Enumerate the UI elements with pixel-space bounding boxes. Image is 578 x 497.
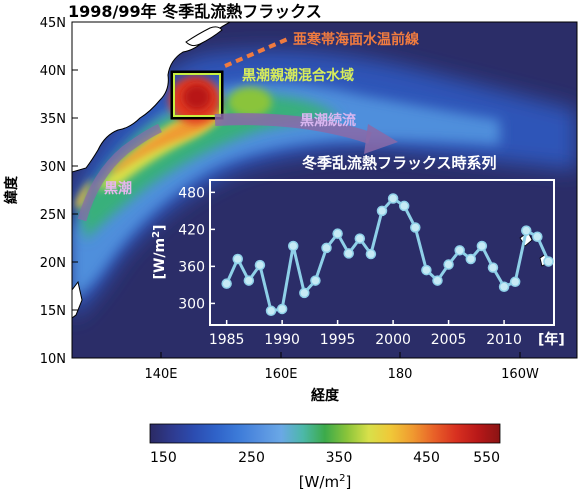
- lat-tick-label: 45N: [40, 16, 66, 31]
- colorbar-unit-prefix: [W/m: [299, 473, 339, 491]
- lat-tick-label: 35N: [40, 112, 66, 127]
- inset-data-point: [410, 222, 421, 233]
- colorbar-unit-suffix: ]: [345, 473, 351, 491]
- inset-title: 冬季乱流熱フラックス時系列: [302, 154, 497, 172]
- colorbar-tick-label: 250: [238, 450, 265, 466]
- inset-y-tick-label: 420: [178, 222, 205, 238]
- lat-tick-label: 30N: [40, 160, 66, 175]
- inset-data-point: [332, 228, 343, 239]
- field-green-patch: [228, 87, 272, 117]
- inset-ylabel-prefix: [W/m: [152, 238, 168, 280]
- annotation-mixed-water: 黒潮親潮混合水域: [242, 67, 354, 84]
- inset-ylabel-suffix: ]: [152, 225, 168, 231]
- inset-data-point: [432, 275, 443, 286]
- inset-data-point: [487, 262, 499, 273]
- field-orange-band: [105, 111, 222, 175]
- land-philippines: [72, 280, 83, 319]
- annotation-kuroshio: 黒潮: [104, 180, 132, 197]
- annotation-kuroshio-extension: 黒潮続流: [300, 112, 356, 129]
- kuroshio-arrow: [77, 123, 162, 222]
- extension-arrow-head: [364, 124, 398, 154]
- inset-series-markers: [221, 193, 554, 317]
- inset-data-point: [354, 233, 366, 244]
- lon-tick-label: 140E: [144, 367, 177, 382]
- inset-data-point: [232, 253, 243, 265]
- inset-y-tick-label: 360: [178, 259, 205, 275]
- inset-data-point: [310, 275, 321, 286]
- inset-data-point: [387, 193, 399, 204]
- colorbar-unit: [W/m2]: [299, 473, 352, 491]
- inset-data-point: [254, 259, 266, 271]
- map-panel: 45N 40N 35N 30N 25N 20N 15N 10N 140E 160E 180 160W…: [40, 16, 578, 382]
- inset-data-point: [343, 248, 354, 259]
- colorbar: 150 250 350 450 550 [W/m2]: [149, 423, 501, 491]
- inset-data-point: [299, 287, 310, 299]
- inset-data-point: [509, 276, 521, 288]
- inset-data-point: [276, 303, 288, 315]
- inset-y-axis: 300 360 420 480: [178, 185, 215, 312]
- inset-data-point: [532, 231, 543, 243]
- lon-tick-labels: 140E 160E 180 160W: [144, 352, 539, 382]
- lon-tick-label: 180: [388, 367, 413, 382]
- inset-x-tick-label: 2005: [431, 332, 467, 348]
- inset-data-point: [421, 264, 432, 276]
- lat-tick-label: 25N: [40, 208, 66, 223]
- inset-data-point: [321, 242, 332, 254]
- lon-tick-label: 160W: [501, 367, 539, 382]
- inset-data-point: [287, 240, 299, 252]
- map-xlabel: 経度: [311, 387, 340, 404]
- inset-ylabel-sup: 2: [151, 231, 162, 238]
- mixed-water-box-outline: [170, 70, 224, 120]
- map-frame: [71, 21, 578, 359]
- inset-x-tick-label: 1985: [209, 332, 245, 348]
- inset-plot-frame: [209, 179, 555, 326]
- inset-y-tick-label: 300: [178, 296, 205, 312]
- inset-ylabel: [W/m2]: [151, 225, 168, 280]
- lat-tick-label: 40N: [40, 64, 66, 79]
- inset-data-point: [521, 225, 532, 236]
- extension-arrow-shaft: [214, 113, 372, 144]
- colorbar-bar: [149, 423, 501, 444]
- inset-x-tick-label: 2000: [375, 332, 411, 348]
- annotation-front: 亜寒帯海面水温前線: [293, 31, 419, 48]
- inset-data-point: [465, 253, 477, 265]
- inset-y-tick-label: 480: [178, 185, 205, 201]
- land-hokkaido: [185, 26, 223, 47]
- inset-data-point: [498, 281, 510, 292]
- inset-x-axis: 1985 1990 1995 2000 2005 2010: [209, 320, 522, 348]
- lat-tick-label: 20N: [40, 256, 66, 271]
- field-coastal-yellow: [75, 178, 92, 210]
- inset-data-point: [265, 305, 277, 317]
- figure-title: 1998/99年 冬季乱流熱フラックス: [68, 2, 322, 21]
- map-ylabel: 緯度: [3, 175, 20, 204]
- inset-data-point: [398, 200, 410, 212]
- lat-tick-label: 15N: [40, 304, 66, 319]
- inset-x-tick-label: 1995: [320, 332, 356, 348]
- inset-data-point: [376, 205, 388, 217]
- colorbar-tick-labels: 150 250 350 450 550: [150, 450, 500, 466]
- colorbar-tick-label: 450: [413, 450, 440, 466]
- inset-data-point: [476, 240, 488, 252]
- inset-xlabel: [年]: [538, 331, 565, 348]
- inset-data-point: [243, 275, 255, 286]
- inset-x-tick-label: 1990: [264, 332, 300, 348]
- inset-data-point: [543, 256, 554, 267]
- inset-chart: 冬季乱流熱フラックス時系列 300 360 420 480 1985 1990 1995 2…: [151, 154, 565, 348]
- inset-x-tick-label: 2010: [486, 332, 522, 348]
- lon-tick-label: 160E: [264, 367, 297, 382]
- lat-tick-labels: 45N 40N 35N 30N 25N 20N 15N 10N: [40, 16, 78, 367]
- mixed-water-box: [173, 73, 221, 117]
- inset-data-point: [454, 245, 465, 256]
- colorbar-tick-label: 550: [473, 450, 500, 466]
- colorbar-unit-sup: 2: [339, 473, 345, 484]
- colorbar-tick-label: 350: [326, 450, 353, 466]
- inset-data-point: [221, 278, 232, 289]
- colorbar-tick-label: 150: [150, 450, 177, 466]
- lat-tick-label: 10N: [40, 352, 66, 367]
- field-darkred-core: [183, 84, 211, 110]
- inset-data-point: [365, 248, 377, 260]
- inset-data-point: [443, 259, 454, 270]
